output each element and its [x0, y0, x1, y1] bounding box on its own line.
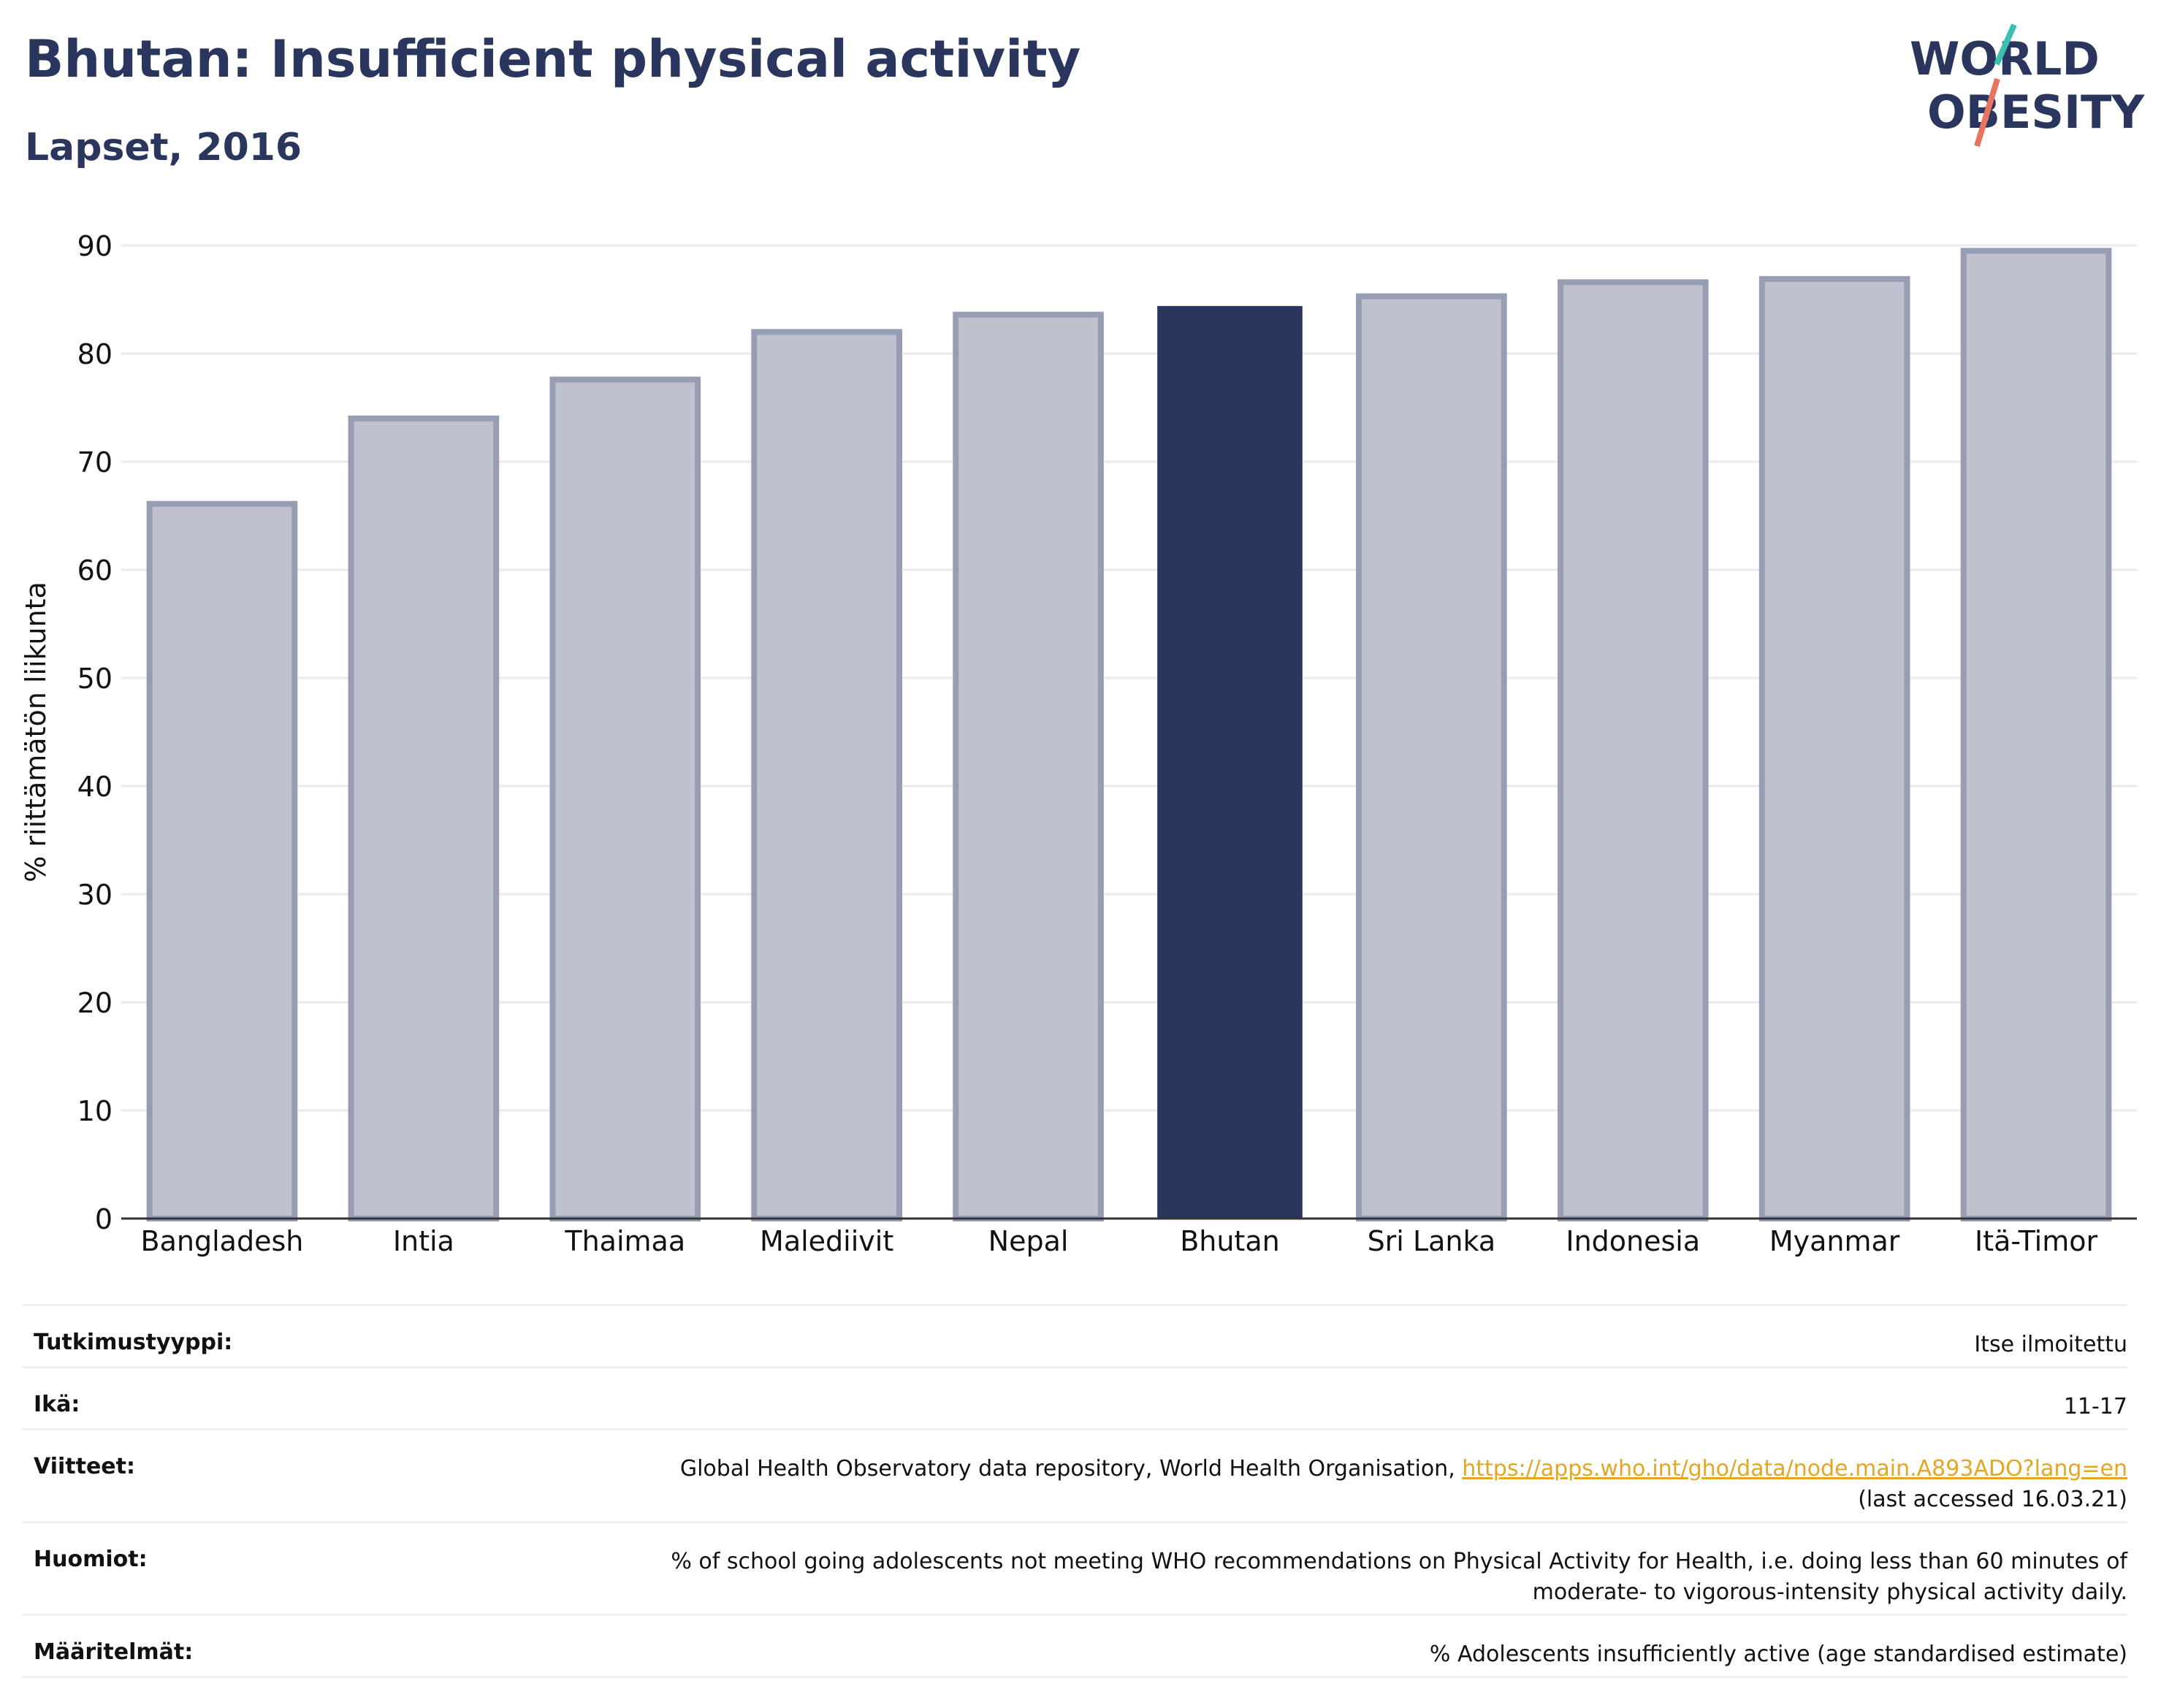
x-tick-label: Itä-Timor — [1975, 1225, 2097, 1257]
meta-label-definitions: Määritelmät: — [34, 1639, 194, 1665]
bar-myanmar — [1758, 275, 1910, 1221]
meta-row-study-type: Tutkimustyyppi: Itse ilmoitettu — [22, 1304, 2127, 1366]
metadata-table: Tutkimustyyppi: Itse ilmoitettu Ikä: 11-… — [22, 1304, 2127, 1678]
y-tick-label: 0 — [95, 1203, 113, 1235]
meta-label-study-type: Tutkimustyyppi: — [34, 1330, 233, 1355]
bar-bangladesh — [146, 500, 298, 1222]
logo-line2: OBESITY — [1927, 85, 2145, 139]
references-accessed: (last accessed 16.03.21) — [1858, 1487, 2127, 1512]
notes-line1: % of school going adolescents not meetin… — [671, 1549, 2127, 1574]
y-tick-label: 60 — [77, 554, 113, 587]
x-tick-label: Intia — [393, 1225, 454, 1257]
logo-slash-red — [1974, 77, 2000, 148]
x-tick-label: Malediivit — [760, 1225, 893, 1257]
bar-indonesia — [1557, 279, 1709, 1222]
references-link[interactable]: https://apps.who.int/gho/data/node.main.… — [1462, 1456, 2127, 1482]
x-tick-label: Sri Lanka — [1368, 1225, 1496, 1257]
bar-chart: 0 10 20 30 40 50 60 70 80 90 Bangladesh Intia Thaim… — [20, 230, 2137, 1257]
bar-malediivit — [751, 329, 902, 1221]
y-tick-label: 30 — [77, 879, 113, 911]
bar-it-timor — [1960, 248, 2112, 1221]
meta-value-references: Global Health Observatory data repositor… — [680, 1454, 2127, 1515]
y-tick-label: 50 — [77, 663, 113, 695]
x-tick-label: Bangladesh — [141, 1225, 304, 1257]
x-tick-labels: Bangladesh Intia Thaimaa Malediivit Nepal Bhu… — [141, 1225, 2098, 1257]
meta-label-references: Viitteet: — [34, 1454, 135, 1479]
world-obesity-logo: WORLD OBESITY — [1910, 23, 2145, 148]
y-tick-labels: 0 10 20 30 40 50 60 70 80 90 — [77, 230, 113, 1235]
bar-sri-lanka — [1356, 293, 1507, 1221]
meta-row-references: Viitteet: Global Health Observatory data… — [22, 1428, 2127, 1521]
x-tick-label: Thaimaa — [564, 1225, 685, 1257]
bar-nepal — [953, 311, 1104, 1222]
chart-title: Bhutan: Insufficient physical activity — [25, 29, 1081, 89]
bars — [146, 248, 2112, 1222]
meta-value-study-type: Itse ilmoitettu — [1974, 1332, 2127, 1357]
meta-label-age: Ikä: — [34, 1392, 80, 1417]
y-axis-label: % riittämätön liikunta — [20, 582, 52, 882]
x-tick-label: Nepal — [988, 1225, 1069, 1257]
logo-slash-teal — [1994, 23, 2017, 66]
bar-thaimaa — [549, 376, 701, 1221]
meta-row-definitions: Määritelmät: % Adolescents insufficientl… — [22, 1614, 2127, 1678]
meta-value-definitions: % Adolescents insufficiently active (age… — [1429, 1642, 2127, 1667]
x-tick-label: Indonesia — [1566, 1225, 1700, 1257]
meta-value-notes: % of school going adolescents not meetin… — [671, 1547, 2127, 1608]
meta-row-age: Ikä: 11-17 — [22, 1366, 2127, 1428]
y-tick-label: 70 — [77, 446, 113, 479]
y-tick-label: 20 — [77, 987, 113, 1019]
x-tick-label: Bhutan — [1180, 1225, 1280, 1257]
y-tick-label: 40 — [77, 771, 113, 803]
references-text: Global Health Observatory data repositor… — [679, 1456, 1463, 1482]
bar-intia — [348, 415, 500, 1221]
bar-bhutan — [1157, 305, 1303, 1219]
meta-row-notes: Huomiot: % of school going adolescents n… — [22, 1521, 2127, 1614]
chart-subtitle: Lapset, 2016 — [25, 126, 302, 169]
y-tick-label: 90 — [77, 230, 113, 262]
y-tick-label: 80 — [77, 338, 113, 370]
y-tick-label: 10 — [77, 1095, 113, 1127]
meta-label-notes: Huomiot: — [34, 1547, 148, 1572]
notes-line2: moderate- to vigorous-intensity physical… — [1532, 1579, 2127, 1605]
meta-value-age: 11-17 — [2063, 1394, 2127, 1419]
x-tick-label: Myanmar — [1769, 1225, 1900, 1257]
